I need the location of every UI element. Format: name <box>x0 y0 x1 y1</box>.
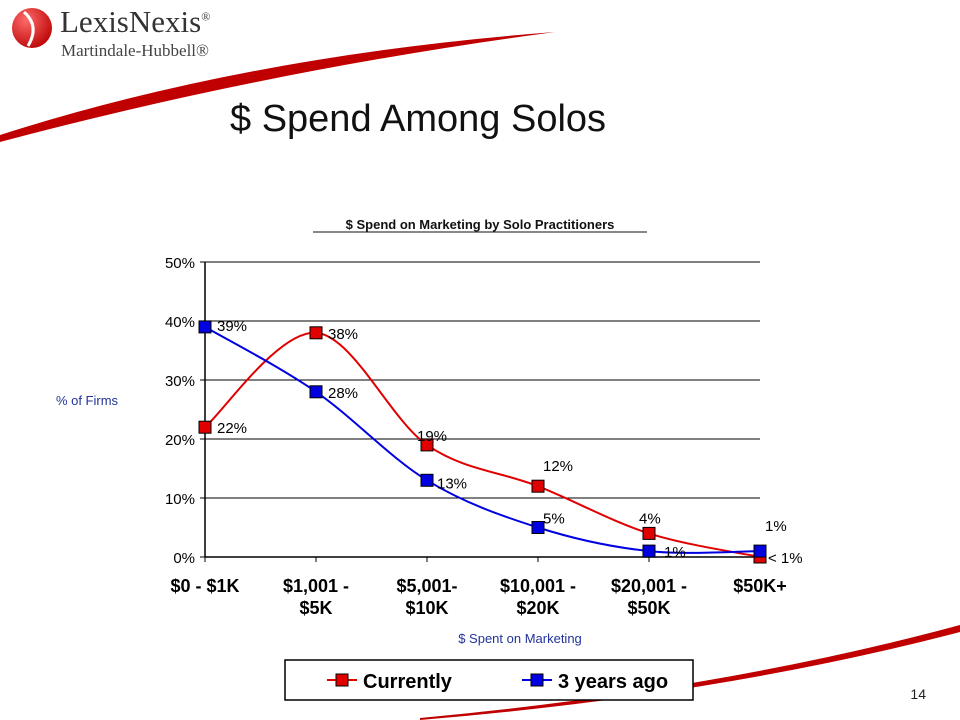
slide-title: $ Spend Among Solos <box>230 98 607 140</box>
three-years-ago-data-label: 28% <box>328 385 358 402</box>
x-tick-label: $0 - $1K <box>170 576 239 596</box>
logo-brand-text: LexisNexis® <box>60 4 211 39</box>
x-tick-label: $10,001 - <box>500 576 576 596</box>
three-years-ago-data-label: 39% <box>217 318 247 335</box>
currently-data-label: 38% <box>328 326 358 343</box>
three-years-ago-series-line <box>204 326 761 554</box>
currently-point <box>642 526 656 540</box>
currently-point <box>309 326 323 340</box>
logo-sub-text: Martindale-Hubbell® <box>61 41 209 60</box>
x-axis-label: $ Spent on Marketing <box>458 631 582 646</box>
currently-data-label: < 1% <box>768 550 803 567</box>
x-tick-label: $5,001- <box>396 576 457 596</box>
x-tick-label: $50K <box>627 598 670 618</box>
chart-title: $ Spend on Marketing by Solo Practitione… <box>346 217 615 232</box>
x-tick-label: $20K <box>516 598 559 618</box>
y-axis-label: % of Firms <box>56 393 119 408</box>
x-tick-label: $20,001 - <box>611 576 687 596</box>
three-years-ago-point <box>531 521 545 534</box>
lexisnexis-logo <box>10 6 54 55</box>
three-years-ago-data-label: 13% <box>437 475 467 492</box>
x-tick-label: $1,001 - <box>283 576 349 596</box>
currently-data-label: 4% <box>639 510 661 527</box>
logo-globe-icon <box>12 8 52 48</box>
x-tick-label: $5K <box>299 598 332 618</box>
currently-series-line <box>204 331 761 558</box>
y-tick-label: 20% <box>165 432 195 449</box>
three-years-ago-data-label: 1% <box>765 518 787 535</box>
currently-data-label: 12% <box>543 458 573 475</box>
page-number: 14 <box>910 686 926 702</box>
currently-data-label: 22% <box>217 420 247 437</box>
currently-data-label: 19% <box>417 428 447 445</box>
three-years-ago-point <box>309 385 323 399</box>
three-years-ago-point <box>753 544 767 558</box>
y-tick-label: 10% <box>165 491 195 508</box>
legend-label: Currently <box>363 671 453 693</box>
currently-point <box>420 438 434 452</box>
three-years-ago-point <box>420 473 434 487</box>
three-years-ago-point <box>642 544 656 558</box>
three-years-ago-data-label: 1% <box>664 544 686 561</box>
y-tick-label: 30% <box>165 373 195 390</box>
y-tick-label: 40% <box>165 314 195 331</box>
x-tick-label: $50K+ <box>733 576 787 596</box>
legend-swatch-marker <box>530 673 544 687</box>
y-tick-label: 0% <box>173 550 195 567</box>
legend-label: 3 years ago <box>558 671 668 693</box>
x-tick-label: $10K <box>405 598 448 618</box>
y-tick-label: 50% <box>165 255 195 272</box>
legend-swatch-marker <box>335 673 349 687</box>
three-years-ago-point <box>198 320 212 334</box>
three-years-ago-data-label: 5% <box>543 511 565 528</box>
currently-point <box>198 420 212 434</box>
currently-point <box>531 479 545 493</box>
